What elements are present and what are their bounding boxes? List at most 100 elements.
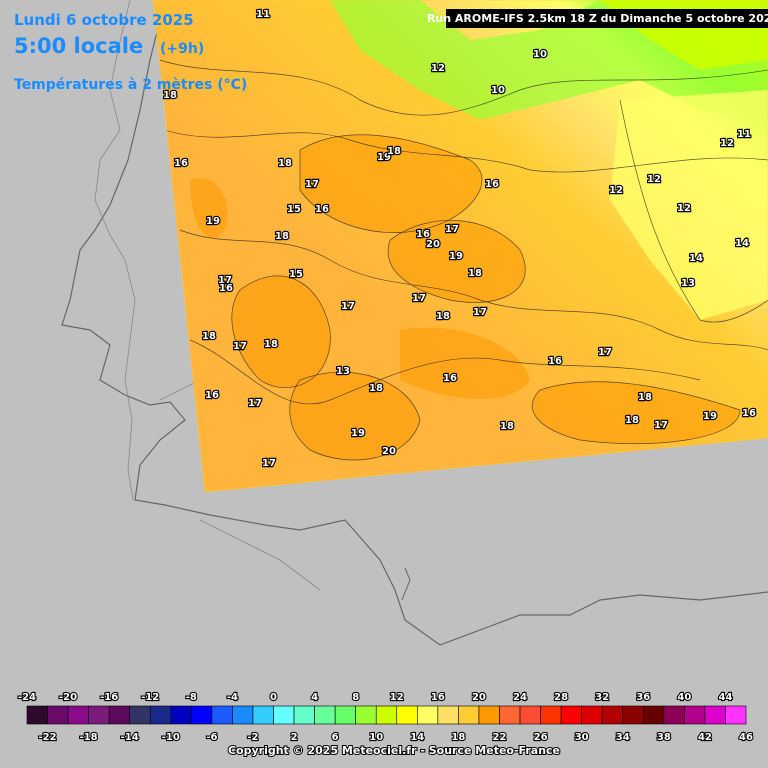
temperature-label: 16 <box>548 356 562 367</box>
temperature-label: 12 <box>647 174 661 185</box>
temperature-label: 16 <box>742 408 756 419</box>
legend-tick-label: 16 <box>431 692 445 703</box>
legend-tick-label: 2 <box>291 732 298 743</box>
temperature-label: 17 <box>445 224 459 235</box>
legend-swatch <box>170 705 192 725</box>
legend-swatch <box>725 705 747 725</box>
legend-swatch <box>211 705 233 725</box>
legend-swatch <box>417 705 439 725</box>
legend-tick-label: -16 <box>100 692 118 703</box>
temperature-label: 10 <box>533 49 547 60</box>
temperature-label: 20 <box>426 239 440 250</box>
legend-swatch <box>560 705 582 725</box>
run-banner <box>446 9 768 28</box>
temperature-label: 17 <box>248 398 262 409</box>
temperature-label: 16 <box>315 204 329 215</box>
legend-tick-label: -24 <box>18 692 36 703</box>
legend-tick-label: 26 <box>534 732 548 743</box>
temperature-label: 20 <box>382 446 396 457</box>
legend-swatch <box>622 705 644 725</box>
temperature-label: 18 <box>369 383 383 394</box>
legend-tick-label: -12 <box>141 692 159 703</box>
domain-outline <box>152 0 768 493</box>
temperature-label: 18 <box>202 331 216 342</box>
temperature-label: 10 <box>491 85 505 96</box>
temperature-label: 19 <box>351 428 365 439</box>
temperature-label: 11 <box>737 129 751 140</box>
temperature-label: 18 <box>275 231 289 242</box>
temperature-label: 19 <box>377 152 391 163</box>
legend-tick-label: 42 <box>698 732 712 743</box>
color-legend: -24-22-20-18-16-14-12-10-8-6-4-202468101… <box>17 691 754 744</box>
forecast-time: 5:00 locale <box>14 34 143 58</box>
variable-title: Températures à 2 mètres (°C) <box>14 77 247 93</box>
legend-tick-label: 24 <box>513 692 527 703</box>
temperature-label: 18 <box>468 268 482 279</box>
coastlines <box>61 0 768 646</box>
legend-swatch <box>704 705 726 725</box>
legend-tick-label: 18 <box>451 732 465 743</box>
legend-swatch <box>129 705 151 725</box>
legend-tick-label: 22 <box>493 732 507 743</box>
forecast-date: Lundi 6 octobre 2025 <box>14 11 194 29</box>
legend-tick-label: 10 <box>369 732 383 743</box>
legend-tick-label: 34 <box>616 732 630 743</box>
legend-swatch <box>396 705 418 725</box>
temperature-label: 17 <box>305 179 319 190</box>
legend-swatch <box>108 705 131 725</box>
temperature-label: 18 <box>625 415 639 426</box>
legend-tick-label: 14 <box>410 732 424 743</box>
temperature-label: 18 <box>278 158 292 169</box>
legend-swatch <box>642 705 665 725</box>
temperature-label: 18 <box>500 421 514 432</box>
temperature-label: 13 <box>681 278 695 289</box>
legend-tick-label: 38 <box>657 732 671 743</box>
legend-tick-label: 20 <box>472 692 486 703</box>
temperature-label: 13 <box>336 366 350 377</box>
copyright: Copyright © 2025 Meteociel.fr - Source M… <box>228 744 560 757</box>
forecast-offset: (+9h) <box>160 41 204 57</box>
run-info: Run AROME-IFS 2.5km 18 Z du Dimanche 5 o… <box>427 12 768 25</box>
legend-swatch <box>334 705 356 725</box>
legend-swatch <box>232 705 254 725</box>
legend-swatch <box>663 705 685 725</box>
legend-swatch <box>47 705 69 725</box>
legend-tick-label: 44 <box>718 692 732 703</box>
legend-tick-label: -14 <box>121 732 139 743</box>
legend-tick-label: 28 <box>554 692 568 703</box>
temperature-label: 16 <box>174 158 188 169</box>
legend-tick-label: -2 <box>247 732 258 743</box>
legend-swatch <box>499 705 521 725</box>
temperature-label: 16 <box>416 229 430 240</box>
legend-swatch <box>293 705 315 725</box>
legend-tick-label: 32 <box>595 692 609 703</box>
legend-tick-label: -20 <box>59 692 77 703</box>
temperature-label: 18 <box>638 392 652 403</box>
temperature-label: 15 <box>287 204 301 215</box>
temperature-label: 15 <box>289 269 303 280</box>
temperature-label: 19 <box>206 216 220 227</box>
legend-swatch <box>191 705 213 725</box>
temperature-label: 19 <box>449 251 463 262</box>
temperature-label: 18 <box>436 311 450 322</box>
legend-swatch <box>458 705 480 725</box>
legend-swatch <box>375 705 398 725</box>
legend-swatch <box>314 705 336 725</box>
legend-swatch <box>437 705 459 725</box>
temperature-label: 11 <box>256 9 270 20</box>
legend-swatch <box>519 705 541 725</box>
temperature-label: 18 <box>264 339 278 350</box>
legend-tick-label: -4 <box>227 692 238 703</box>
temperature-label: 17 <box>262 458 276 469</box>
legend-swatch <box>273 705 295 725</box>
temperature-label: 19 <box>703 411 717 422</box>
legend-swatch <box>581 705 603 725</box>
legend-tick-label: -10 <box>162 732 180 743</box>
temperature-label: 17 <box>598 347 612 358</box>
temperature-label: 17 <box>473 307 487 318</box>
legend-swatch <box>601 705 624 725</box>
temperature-label: 17 <box>654 420 668 431</box>
temperature-label: 17 <box>412 293 426 304</box>
legend-tick-label: 4 <box>311 692 318 703</box>
